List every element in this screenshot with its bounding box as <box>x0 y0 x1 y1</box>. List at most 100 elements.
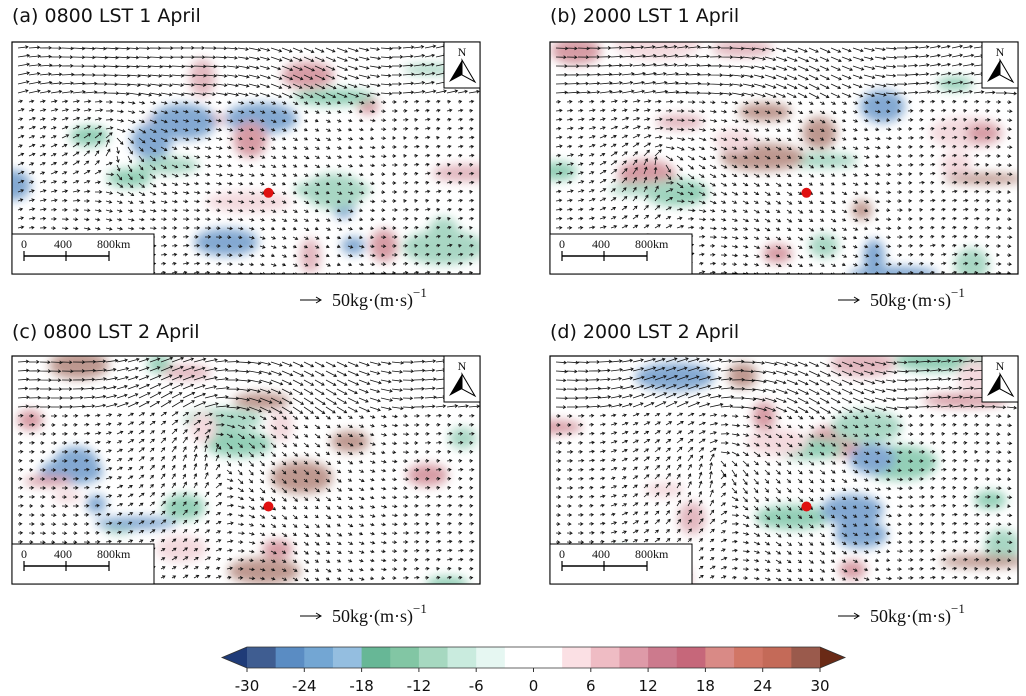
colorbar-segment <box>447 647 477 668</box>
panel-title: (c) 0800 LST 2 April <box>12 321 200 343</box>
site-marker <box>801 501 812 512</box>
shade-blob <box>974 490 1007 510</box>
reference-vector-head <box>853 296 860 304</box>
scale-box <box>549 233 693 275</box>
shade-blob <box>304 173 365 210</box>
map <box>12 356 480 584</box>
shade-blob <box>270 460 333 494</box>
map-frame <box>549 41 1019 275</box>
scale-label: 400 <box>54 237 72 251</box>
scale-box <box>11 233 155 275</box>
scale-box <box>549 543 693 585</box>
north-label: N <box>996 45 1005 59</box>
north-label: N <box>996 359 1005 373</box>
shade-blob <box>738 102 792 122</box>
shade-blob <box>262 539 294 558</box>
panel-title: (a) 0800 LST 1 April <box>12 5 201 27</box>
colorbar-segment <box>676 647 706 668</box>
shade-blob <box>754 505 831 530</box>
colorbar-segment <box>476 647 506 668</box>
shade-blob <box>190 412 217 444</box>
shade-blob <box>834 520 888 549</box>
scale-label: 800km <box>635 547 669 561</box>
scale-label: 400 <box>592 547 610 561</box>
shade-blob <box>727 362 758 389</box>
shade-blob <box>820 494 884 526</box>
scale-label: 0 <box>21 237 27 251</box>
shade-blob <box>149 103 217 140</box>
shade-blob <box>859 90 905 123</box>
colorbar-tick-label: -12 <box>407 677 432 695</box>
shade-blob <box>233 392 290 410</box>
colorbar-tick-label: 6 <box>586 677 596 695</box>
reference-vector-label: 50kg·(m·s)−1 <box>870 601 965 627</box>
map <box>550 356 1018 584</box>
colorbar-segment <box>562 647 592 668</box>
scale-label: 0 <box>559 547 565 561</box>
shade-blob <box>984 529 1018 562</box>
scale-box <box>11 543 155 585</box>
shade-blob <box>863 239 885 274</box>
colorbar-segment <box>762 647 792 668</box>
colorbar-segment <box>247 647 277 668</box>
colorbar-segment <box>791 647 821 668</box>
colorbar-segment <box>619 647 649 668</box>
scale-label: 0 <box>21 547 27 561</box>
map-frame <box>549 355 1019 585</box>
colorbar-tick-label: 18 <box>696 677 715 695</box>
shade-blob <box>86 494 107 514</box>
shade-blob <box>12 169 31 201</box>
shade-blob <box>655 114 705 130</box>
scale-label: 400 <box>592 237 610 251</box>
site-marker <box>801 187 812 198</box>
wind-vectors <box>555 44 1018 274</box>
shade-blob <box>954 247 989 274</box>
map-frame <box>11 41 481 275</box>
north-arrow <box>449 60 462 82</box>
shade-blob <box>608 182 687 196</box>
shade-blob <box>23 476 73 487</box>
colorbar-tick-label: -24 <box>292 677 317 695</box>
north-arrow <box>999 58 1015 84</box>
colorbar-tick-label: 24 <box>753 677 772 695</box>
shade-blob <box>107 168 152 188</box>
colorbar-segment <box>332 647 363 668</box>
colorbar-segment <box>590 647 620 668</box>
colorbar-extend-high <box>820 647 845 668</box>
reference-vector-label: 50kg·(m·s)−1 <box>332 285 427 311</box>
shade-blob <box>136 157 200 174</box>
panel-title: (b) 2000 LST 1 April <box>550 5 739 27</box>
shading <box>550 356 1018 584</box>
shade-blob <box>52 490 82 503</box>
reference-vector-head <box>315 612 322 620</box>
north-label: N <box>458 45 467 59</box>
shade-blob <box>194 228 259 257</box>
colorbar-segment <box>734 647 764 668</box>
colorbar-segment <box>418 647 449 668</box>
colorbar-tick-label: 30 <box>810 677 829 695</box>
shade-blob <box>678 501 706 535</box>
colorbar-tick-label: 12 <box>639 677 658 695</box>
colorbar-tick-label: -30 <box>235 677 260 695</box>
shade-blob <box>808 233 839 258</box>
reference-vector-label: 50kg·(m·s)−1 <box>332 601 427 627</box>
map-frame <box>11 355 481 585</box>
reference-vector-label: 50kg·(m·s)−1 <box>870 285 965 311</box>
site-marker <box>263 187 274 198</box>
colorbar-tick-label: -6 <box>469 677 484 695</box>
shade-blob <box>851 200 872 220</box>
colorbar-segment <box>533 647 563 668</box>
shade-blob <box>17 409 43 431</box>
reference-vector-head <box>315 296 322 304</box>
scale-label: 0 <box>559 237 565 251</box>
colorbar-tick-label: -18 <box>349 677 374 695</box>
colorbar-segment <box>705 647 735 668</box>
scale-label: 800km <box>635 237 669 251</box>
shade-blob <box>838 560 867 580</box>
north-arrow <box>461 58 477 84</box>
shade-blob <box>939 555 1018 568</box>
scale-label: 400 <box>54 547 72 561</box>
shade-blob <box>940 151 972 179</box>
